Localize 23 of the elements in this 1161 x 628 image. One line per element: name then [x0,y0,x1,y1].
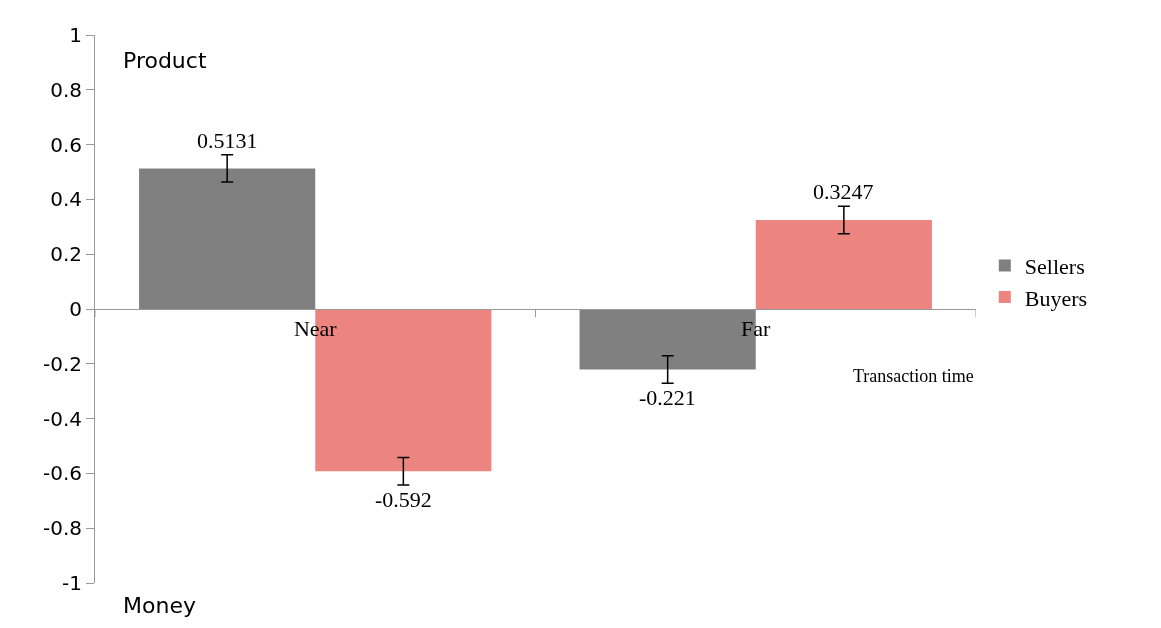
data-label: -0.221 [639,385,696,410]
y-tick-label: 0.6 [50,132,82,157]
data-label: -0.592 [375,487,432,512]
y-tick-label: 1 [69,23,82,47]
x-tick-label: Near [293,316,338,342]
bar [139,168,316,309]
y-tick-label: 0.4 [50,187,82,212]
y-tick-label: -0.8 [42,516,82,541]
legend-label: Buyers [1024,285,1088,311]
y-tick-label: 0.8 [50,77,82,102]
x-axis-title: Transaction time [853,366,974,386]
y-tick-label: -0.6 [42,461,82,486]
bar [755,220,932,309]
y-tick-label: 0 [69,297,82,321]
legend-label: Sellers [1024,253,1085,279]
data-label: 0.3247 [813,179,874,204]
text: Money [123,593,196,618]
data-label: 0.5131 [197,128,258,153]
annotation: Product [123,48,207,73]
y-tick-label: -1 [62,571,82,595]
y-tick-label: -0.4 [42,406,82,431]
y-tick-label: 0.2 [50,242,82,267]
y-tick-label: -0.2 [42,351,82,376]
